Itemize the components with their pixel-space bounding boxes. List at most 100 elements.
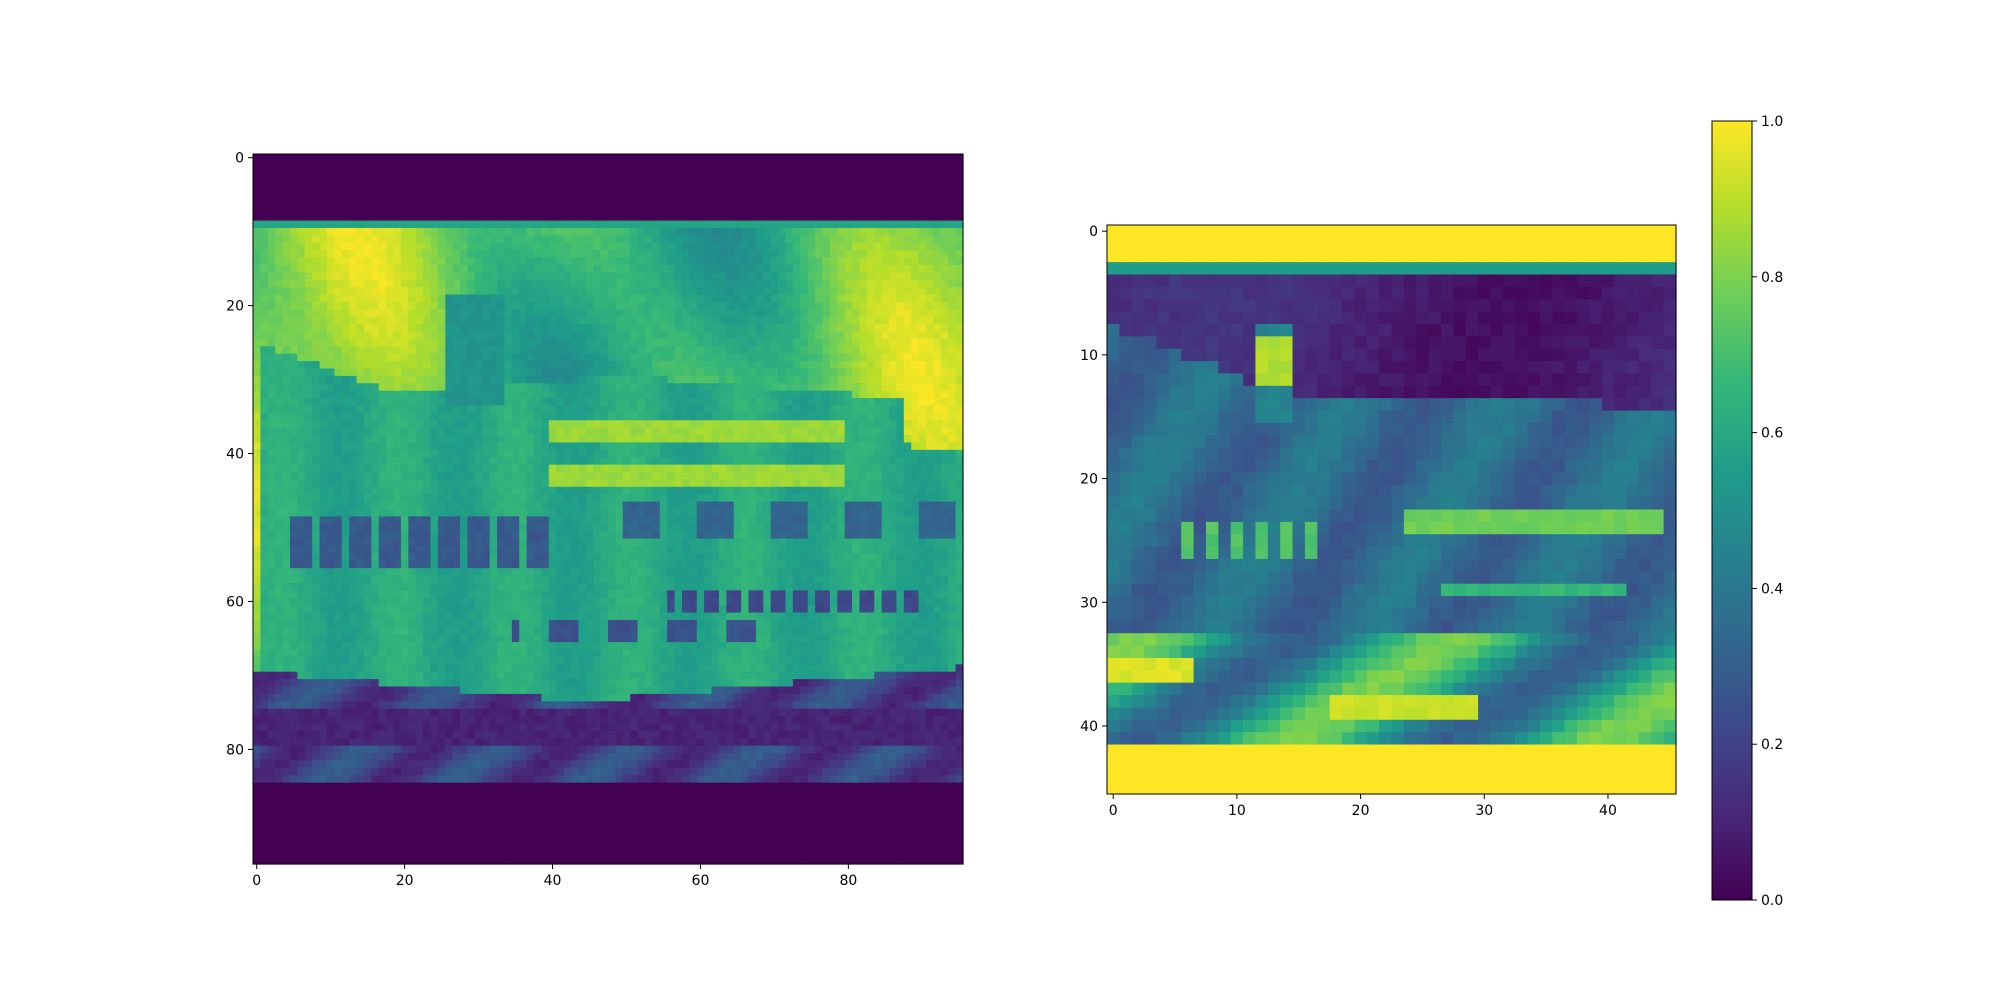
heatmap-cell bbox=[534, 272, 543, 281]
heatmap-cell bbox=[504, 294, 513, 303]
heatmap-cell bbox=[511, 516, 520, 525]
heatmap-cell bbox=[356, 338, 365, 347]
heatmap-cell bbox=[297, 279, 306, 288]
heatmap-cell bbox=[312, 331, 321, 340]
heatmap-cell bbox=[504, 494, 513, 503]
heatmap-cell bbox=[674, 168, 683, 177]
heatmap-cell bbox=[430, 338, 439, 347]
heatmap-cell bbox=[911, 264, 920, 273]
heatmap-cell bbox=[445, 294, 454, 303]
heatmap-cell bbox=[837, 346, 846, 355]
heatmap-cell bbox=[334, 331, 343, 340]
heatmap-cell bbox=[467, 301, 476, 310]
heatmap-cell bbox=[785, 368, 794, 377]
heatmap-cell bbox=[911, 190, 920, 199]
heatmap-cell bbox=[282, 420, 291, 429]
heatmap-cell bbox=[608, 368, 616, 377]
heatmap-cell bbox=[371, 346, 380, 355]
heatmap-cell bbox=[511, 279, 520, 288]
heatmap-cell bbox=[866, 227, 875, 236]
heatmap-cell bbox=[674, 449, 683, 458]
heatmap-cell bbox=[741, 346, 750, 355]
heatmap-cell bbox=[497, 523, 506, 532]
heatmap-cell bbox=[341, 464, 350, 473]
heatmap-cell bbox=[511, 242, 520, 251]
heatmap-cell bbox=[955, 405, 964, 414]
heatmap-cell bbox=[630, 405, 639, 414]
heatmap-cell bbox=[541, 154, 550, 162]
heatmap-cell bbox=[356, 412, 365, 421]
heatmap-cell bbox=[933, 213, 942, 222]
heatmap-cell bbox=[282, 353, 291, 362]
heatmap-cell bbox=[289, 420, 298, 429]
heatmap-cell bbox=[452, 531, 461, 540]
heatmap-cell bbox=[889, 531, 898, 540]
heatmap-cell bbox=[319, 324, 328, 333]
heatmap-cell bbox=[563, 316, 572, 325]
heatmap-cell bbox=[408, 324, 417, 333]
heatmap-cell bbox=[430, 494, 439, 503]
heatmap-cell bbox=[741, 472, 750, 481]
heatmap-cell bbox=[326, 494, 335, 503]
heatmap-cell bbox=[467, 338, 476, 347]
heatmap-cell bbox=[430, 509, 439, 517]
heatmap-cell bbox=[489, 168, 498, 177]
heatmap-cell bbox=[874, 494, 883, 503]
heatmap-cell bbox=[748, 154, 757, 162]
heatmap-cell bbox=[534, 412, 543, 421]
heatmap-cell bbox=[304, 316, 313, 325]
heatmap-cell bbox=[526, 242, 535, 251]
heatmap-cell bbox=[534, 449, 543, 458]
heatmap-cell bbox=[741, 509, 750, 517]
heatmap-cell bbox=[785, 346, 794, 355]
heatmap-cell bbox=[718, 190, 727, 199]
heatmap-cell bbox=[837, 250, 846, 259]
heatmap-cell bbox=[600, 368, 609, 377]
heatmap-cell bbox=[408, 183, 417, 192]
heatmap-cell bbox=[770, 324, 779, 333]
heatmap-cell bbox=[948, 442, 957, 451]
heatmap-cell bbox=[844, 183, 853, 192]
heatmap-cell bbox=[349, 154, 358, 162]
heatmap-cell bbox=[541, 316, 550, 325]
heatmap-cell bbox=[866, 272, 875, 281]
heatmap-cell bbox=[378, 316, 387, 325]
heatmap-cell bbox=[437, 398, 446, 407]
heatmap-cell bbox=[571, 375, 580, 384]
heatmap-cell bbox=[260, 331, 269, 340]
heatmap-cell bbox=[940, 250, 949, 259]
heatmap-cell bbox=[267, 494, 276, 503]
heatmap-cell bbox=[334, 531, 343, 540]
heatmap-cell bbox=[474, 287, 483, 296]
heatmap-cell bbox=[955, 250, 964, 259]
heatmap-cell bbox=[630, 457, 639, 466]
heatmap-cell bbox=[741, 494, 750, 503]
heatmap-cell bbox=[253, 375, 261, 384]
heatmap-cell bbox=[852, 324, 861, 333]
heatmap-cell bbox=[289, 390, 298, 399]
heatmap-cell bbox=[334, 398, 343, 407]
heatmap-cell bbox=[489, 464, 498, 473]
heatmap-cell bbox=[511, 294, 520, 303]
heatmap-cell bbox=[763, 235, 772, 244]
heatmap-cell bbox=[815, 154, 824, 162]
heatmap-cell bbox=[859, 324, 868, 333]
heatmap-cell bbox=[667, 383, 676, 392]
heatmap-cell bbox=[755, 509, 764, 517]
heatmap-cell bbox=[896, 220, 905, 229]
heatmap-cell bbox=[563, 405, 572, 414]
heatmap-cell bbox=[408, 331, 417, 340]
heatmap-cell bbox=[415, 287, 424, 296]
heatmap-cell bbox=[726, 472, 735, 481]
heatmap-cell bbox=[415, 516, 424, 525]
heatmap-cell bbox=[312, 161, 321, 170]
heatmap-cell bbox=[955, 309, 964, 318]
heatmap-cell bbox=[415, 161, 424, 170]
heatmap-cell bbox=[659, 523, 668, 532]
heatmap-cell bbox=[260, 457, 269, 466]
heatmap-cell bbox=[896, 464, 905, 473]
heatmap-cell bbox=[933, 442, 942, 451]
heatmap-cell bbox=[889, 309, 898, 318]
heatmap-cell bbox=[889, 420, 898, 429]
heatmap-cell bbox=[681, 294, 690, 303]
